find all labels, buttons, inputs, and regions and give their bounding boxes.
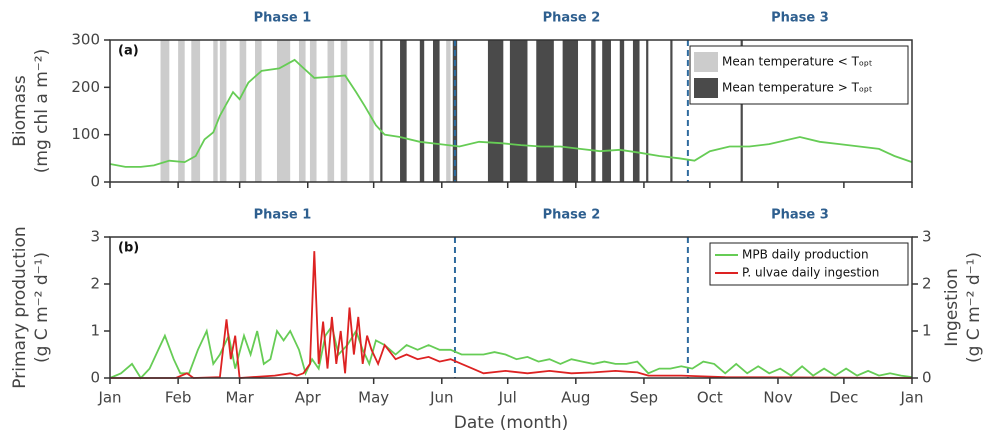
x-axis-label: Date (month) [454,413,568,433]
y-axis-label: Primary production [10,226,30,388]
y2-tick-label: 3 [922,228,932,246]
temperature-band [562,40,579,182]
x-tick-label: Jan [899,389,923,407]
y2-axis-label: Ingestion [942,268,962,346]
legend-swatch [694,78,718,98]
temperature-band [191,40,201,182]
temperature-band [619,40,625,182]
temperature-band [670,40,673,182]
temperature-band [178,40,185,182]
temperature-band [536,40,554,182]
phase-label: Phase 2 [543,11,601,26]
temperature-band [276,40,291,182]
x-tick-label: Nov [763,389,792,407]
y2-tick-label: 1 [922,322,932,340]
data-line [109,58,913,168]
y-tick-label: 1 [90,322,100,340]
temperature-band [160,40,170,182]
y-tick-label: 0 [90,173,100,191]
y-axis-label: (mg chl a m⁻²) [32,49,52,173]
y2-axis-label: (g C m⁻² d⁻¹) [964,252,984,363]
y2-tick-label: 2 [922,275,932,293]
plot-frame [109,39,913,183]
y-tick-label: 200 [71,78,100,96]
temperature-band [255,40,262,182]
temperature-band [646,40,649,182]
phase-label: Phase 1 [254,208,312,223]
y-tick-label: 100 [71,125,100,143]
temperature-band [446,40,451,182]
temperature-band [309,40,317,182]
y-tick-label: 3 [90,228,100,246]
legend: MPB daily production P. ulvae daily inges… [709,242,909,286]
panel-label: (b) [118,241,139,256]
temperature-band [740,40,743,182]
phase-label: Phase 3 [771,11,829,26]
x-tick-label: Apr [295,389,322,407]
temperature-band [487,40,504,182]
panel-label: (a) [118,44,139,59]
x-tick-label: Oct [697,389,723,407]
x-tick-label: Dec [829,389,858,407]
temperature-band [213,40,218,182]
phase-label: Phase 1 [254,11,312,26]
temperature-band [400,40,407,182]
legend-box [689,45,909,105]
x-tick-label: Aug [561,389,590,407]
temperature-band [591,40,596,182]
y-tick-label: 2 [90,275,100,293]
legend-box [709,242,909,286]
x-tick-label: May [358,389,389,407]
data-line [110,251,913,379]
temperature-band [340,40,348,182]
plot-frame [109,236,913,379]
temperature-band [380,40,383,182]
legend-label: Mean temperature > Tₒₚₜ [722,81,873,95]
legend-label: P. ulvae daily ingestion [742,266,879,280]
legend-swatch [694,52,718,72]
temperature-band [419,40,425,182]
y-axis-label: (g C m⁻² d⁻¹) [32,252,52,363]
temperature-band [298,40,306,182]
legend-label: Mean temperature < Tₒₚₜ [722,55,873,69]
temperature-band [369,40,374,182]
phase-label: Phase 2 [543,208,601,223]
x-tick-label: Sep [630,389,658,407]
temperature-band [602,40,611,182]
y-axis-label: Biomass [10,75,30,147]
temperature-band [509,40,528,182]
temperature-band [239,40,247,182]
x-tick-label: Jan [97,389,121,407]
x-tick-label: Jul [498,389,517,407]
y-tick-label: 300 [71,31,100,49]
legend-label: MPB daily production [742,248,869,262]
temperature-band [432,40,440,182]
y-tick-label: 0 [90,369,100,387]
temperature-band [327,40,335,182]
legend: Mean temperature < Tₒₚₜ Mean temperature … [689,45,909,105]
x-tick-label: Mar [225,389,254,407]
y2-tick-label: 0 [922,369,932,387]
x-tick-label: Jun [429,389,453,407]
temperature-band [632,40,640,182]
x-tick-label: Feb [165,389,192,407]
phase-label: Phase 3 [771,208,829,223]
